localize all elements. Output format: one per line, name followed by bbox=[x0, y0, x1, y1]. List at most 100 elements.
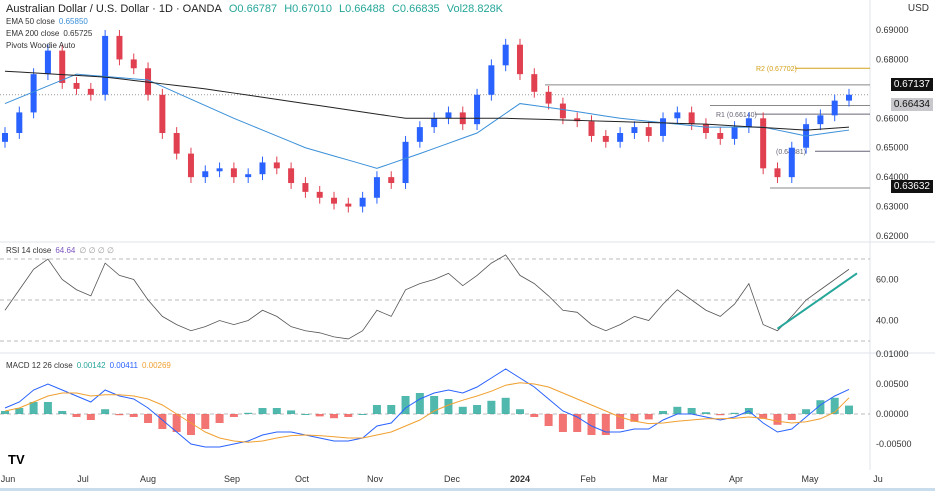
candle bbox=[559, 103, 566, 119]
candle bbox=[531, 74, 538, 92]
time-tick: Apr bbox=[729, 474, 743, 484]
macd-histogram-bar bbox=[730, 412, 739, 414]
macd-line bbox=[4, 368, 850, 448]
macd-histogram-bar bbox=[415, 393, 424, 414]
macd-histogram-bar bbox=[272, 408, 281, 414]
macd-histogram-bar bbox=[501, 397, 510, 414]
candle bbox=[102, 35, 109, 95]
macd-histogram-bar bbox=[616, 414, 625, 429]
macd-histogram-bar bbox=[673, 406, 682, 414]
candle bbox=[416, 127, 423, 142]
candle bbox=[488, 65, 495, 95]
candle bbox=[817, 115, 824, 125]
macd-histogram-bar bbox=[72, 414, 81, 417]
rsi-legend[interactable]: RSI 14 close 64.64 ∅ ∅ ∅ ∅ bbox=[6, 246, 118, 255]
candle bbox=[388, 177, 395, 184]
macd-histogram-bar bbox=[830, 397, 839, 414]
rsi-tick: 40.00 bbox=[876, 316, 899, 326]
candle bbox=[73, 82, 80, 89]
price-tick: 0.66000 bbox=[876, 113, 909, 123]
volume: Vol28.828K bbox=[446, 3, 504, 15]
candle bbox=[645, 127, 652, 136]
macd-histogram-bar bbox=[215, 414, 224, 423]
candle bbox=[502, 44, 509, 66]
macd-histogram-bar bbox=[759, 414, 768, 419]
candle bbox=[516, 44, 523, 75]
candle bbox=[617, 133, 624, 142]
candle bbox=[116, 35, 123, 60]
candle bbox=[288, 168, 295, 184]
time-tick: Jun bbox=[1, 474, 16, 484]
macd-histogram-bar bbox=[802, 409, 811, 414]
candle bbox=[788, 147, 795, 178]
macd-histogram-bar bbox=[458, 406, 467, 414]
macd-histogram-bar bbox=[258, 408, 267, 414]
macd-histogram-bar bbox=[144, 414, 153, 423]
macd-histogram-bar bbox=[101, 409, 110, 414]
ema200-label: EMA 200 close bbox=[6, 29, 60, 38]
macd-histogram-bar bbox=[15, 408, 24, 414]
time-tick: Nov bbox=[367, 474, 384, 484]
candle bbox=[302, 183, 309, 192]
macd-histogram-bar bbox=[244, 412, 253, 414]
macd-tick: -0.00500 bbox=[876, 439, 912, 449]
macd-histogram-bar bbox=[186, 414, 195, 435]
candle bbox=[87, 88, 94, 95]
macd-legend[interactable]: MACD 12 26 close 0.00142 0.00411 0.00269 bbox=[6, 361, 175, 370]
candle bbox=[145, 68, 152, 95]
price-tick: 0.68000 bbox=[876, 54, 909, 64]
candle bbox=[331, 197, 338, 204]
price-label-low: 0.63632 bbox=[890, 180, 933, 193]
candle bbox=[59, 50, 66, 83]
candle bbox=[588, 121, 595, 136]
candle bbox=[202, 171, 209, 178]
currency-label[interactable]: USD bbox=[907, 3, 929, 14]
macd-histogram-bar bbox=[845, 405, 853, 414]
candle bbox=[717, 133, 724, 139]
ema200-legend[interactable]: EMA 200 close 0.65725 bbox=[6, 29, 96, 38]
macd-histogram-bar bbox=[301, 414, 310, 415]
rsi-label: RSI 14 close bbox=[6, 246, 52, 255]
macd-histogram-bar bbox=[473, 405, 482, 414]
pivots-legend[interactable]: Pivots Woodie Auto bbox=[6, 41, 79, 50]
candle bbox=[574, 118, 581, 122]
candle bbox=[2, 133, 8, 142]
candle bbox=[230, 168, 237, 178]
macd-histogram-bar bbox=[201, 414, 210, 429]
candle bbox=[259, 162, 266, 175]
time-tick: Oct bbox=[295, 474, 310, 484]
macd-histogram-bar bbox=[372, 405, 381, 414]
macd-histogram-bar bbox=[229, 414, 238, 417]
macd-histogram-bar bbox=[315, 414, 324, 417]
rsi-tick: 60.00 bbox=[876, 275, 899, 285]
candle bbox=[44, 50, 51, 75]
candle bbox=[216, 168, 223, 172]
macd-tick: 0.00000 bbox=[876, 409, 909, 419]
ohlc-close: C0.66835 bbox=[391, 3, 440, 15]
macd-histogram-bar bbox=[86, 414, 95, 420]
pivot-label: R1 (0.66140) bbox=[716, 112, 757, 119]
macd-histogram-bar bbox=[487, 400, 496, 414]
time-tick: May bbox=[801, 474, 819, 484]
bottom-bar bbox=[0, 488, 935, 491]
ohlc-high: H0.67010 bbox=[284, 3, 332, 15]
ema50-label: EMA 50 close bbox=[6, 17, 55, 26]
ema50-legend[interactable]: EMA 50 close 0.65850 bbox=[6, 17, 92, 26]
macd-histogram-bar bbox=[387, 405, 396, 414]
macd-histogram-bar bbox=[515, 409, 524, 414]
candle bbox=[445, 112, 452, 119]
macd-histogram-bar bbox=[158, 414, 167, 429]
candle bbox=[316, 191, 323, 198]
ema50-value: 0.65850 bbox=[58, 17, 88, 26]
candle bbox=[402, 141, 409, 184]
tradingview-logo[interactable]: TV bbox=[8, 452, 25, 467]
macd-histogram-bar bbox=[716, 414, 725, 416]
candle bbox=[431, 118, 438, 128]
candle bbox=[731, 127, 738, 139]
ema200-line bbox=[4, 70, 850, 131]
candle bbox=[846, 94, 852, 101]
candle bbox=[602, 135, 609, 142]
macd-histogram-bar bbox=[287, 410, 296, 414]
price-tick: 0.63000 bbox=[876, 202, 909, 212]
